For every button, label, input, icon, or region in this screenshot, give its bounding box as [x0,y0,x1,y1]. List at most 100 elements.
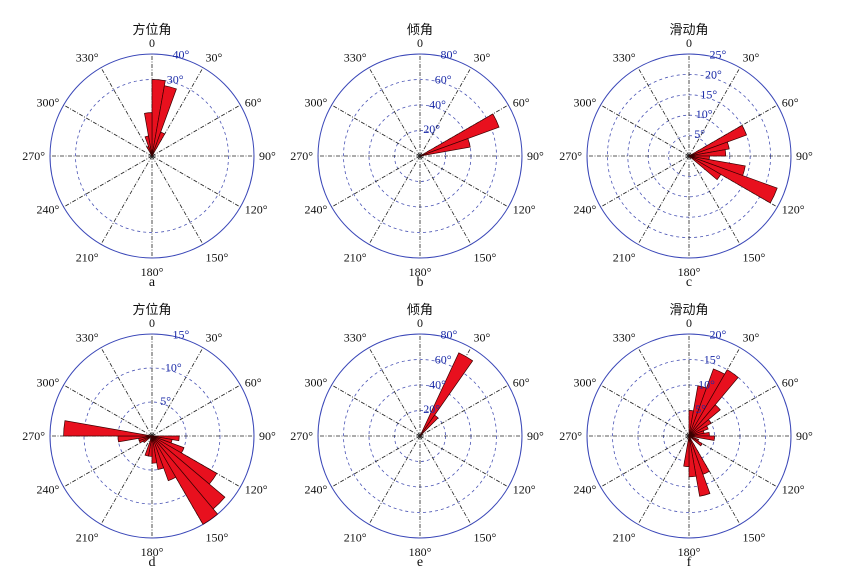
direction-label: 180° [409,545,432,559]
direction-label: 270° [22,429,45,443]
spoke-line [637,347,690,437]
spoke-line [637,155,690,245]
direction-label: 240° [573,483,596,497]
direction-label: 60° [513,96,530,110]
direction-label: 240° [304,483,327,497]
spoke-line [600,435,690,488]
grid-ring [343,79,497,233]
direction-label: 120° [513,203,536,217]
spoke-line [63,384,153,437]
spoke-line [688,155,741,245]
direction-label: 240° [36,483,59,497]
direction-label: 240° [36,203,59,217]
direction-label: 0 [686,36,692,50]
spoke-line [419,384,509,437]
spoke-line [63,435,153,488]
panel-label: e [417,555,423,570]
direction-label: 180° [141,545,164,559]
direction-label: 120° [782,203,805,217]
spoke-line [63,155,153,208]
radial-tick-label: 20° [705,68,722,82]
rose-petal-bin [688,425,709,437]
rose-petal-bin [688,435,703,447]
direction-label: 150° [743,531,766,545]
direction-label: 270° [22,149,45,163]
spoke-line [100,435,153,525]
direction-label: 90° [527,149,544,163]
direction-label: 120° [782,483,805,497]
spoke-line [63,104,153,157]
direction-label: 60° [782,96,799,110]
spoke-line [368,347,421,437]
spoke-line [637,435,690,525]
grid-ring [612,359,766,513]
direction-label: 330° [344,50,367,64]
panel-title: 方位角 [132,302,171,318]
direction-label: 30° [474,330,491,344]
direction-label: 150° [474,531,497,545]
direction-label: 0 [417,316,423,330]
panel-label: c [686,275,692,290]
radial-tick-label: 5° [160,394,171,408]
direction-label: 300° [36,376,59,390]
direction-label: 270° [559,149,582,163]
rose-petal-bin [688,419,712,437]
direction-label: 60° [782,376,799,390]
direction-label: 210° [344,531,367,545]
spoke-line [368,67,421,157]
direction-label: 150° [474,251,497,265]
rose-petal-bin [144,435,153,457]
direction-label: 30° [743,330,760,344]
direction-label: 300° [304,376,327,390]
spoke-line [600,104,690,157]
radial-tick-label: 10° [698,377,715,391]
radial-tick-label: 60° [435,73,452,87]
rose-panel-e: 倾角0 30° 60° 90° 120° 150° 180° 210° 240° 270° 300°… [290,303,544,570]
direction-label: 300° [36,96,59,110]
rose-petal-bin [688,124,747,157]
direction-label: 30° [206,330,223,344]
panel-label: d [149,555,156,570]
rose-petal-bin [151,131,166,157]
rose-petal-bin [688,404,721,437]
spoke-line [368,155,421,245]
direction-label: 330° [76,330,99,344]
direction-label: 210° [76,251,99,265]
direction-label: 270° [290,429,313,443]
direction-label: 270° [559,429,582,443]
spoke-line [151,384,241,437]
spoke-line [331,155,421,208]
rose-petal-bin [419,352,474,437]
direction-label: 0 [417,36,423,50]
spoke-line [688,435,778,488]
spoke-line [151,104,241,157]
rose-petal-bin [142,435,153,444]
rose-petal-bin [151,435,165,470]
direction-label: 60° [245,376,262,390]
rose-petal-bin [151,435,158,464]
spoke-line [419,435,472,525]
direction-label: 120° [245,483,268,497]
direction-label: 150° [206,531,229,545]
radial-tick-label: 40° [429,97,446,111]
spoke-line [419,155,509,208]
direction-label: 330° [344,330,367,344]
radial-tick-label: 15° [704,353,721,367]
radial-tick-label: 20° [423,402,440,416]
direction-label: 60° [245,96,262,110]
direction-label: 300° [573,96,596,110]
spoke-line [688,67,741,157]
direction-label: 180° [678,265,701,279]
rose-petal-bin [688,155,722,181]
radial-tick-label: 10° [696,107,713,121]
direction-label: 90° [796,149,813,163]
spoke-line [419,435,509,488]
direction-label: 90° [259,149,276,163]
radial-tick-label: 40° [172,48,189,62]
radial-tick-label: 15° [172,328,189,342]
direction-label: 300° [573,376,596,390]
rose-petal-bin [146,145,153,157]
